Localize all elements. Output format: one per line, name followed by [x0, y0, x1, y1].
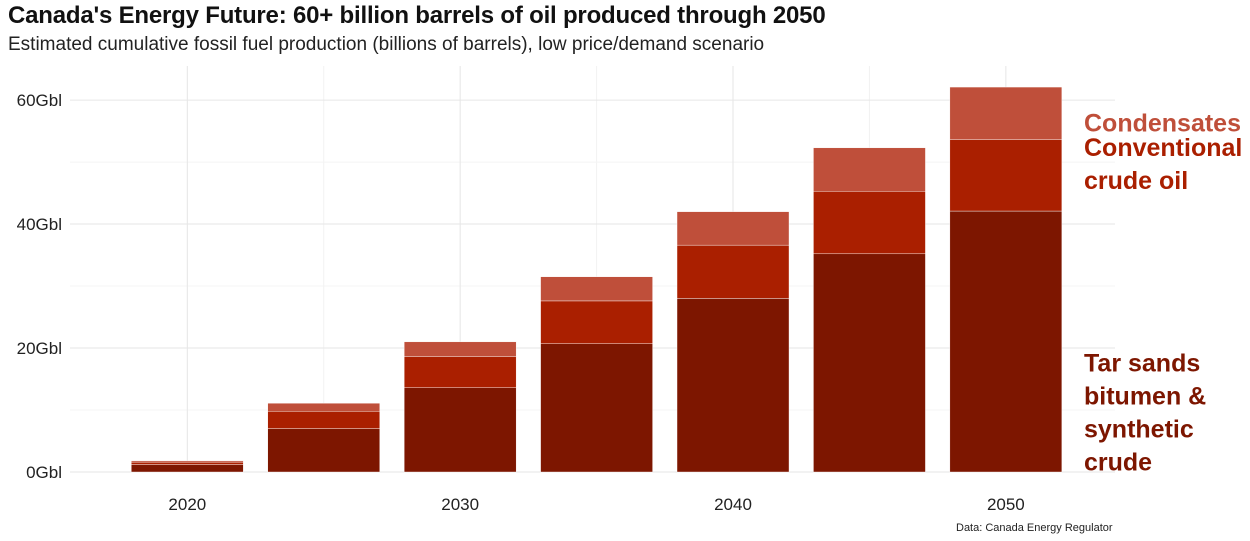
bar-segment-conventional	[813, 191, 926, 255]
y-tick-label: 60Gbl	[17, 91, 62, 110]
x-tick-label: 2020	[168, 495, 206, 514]
series-label-tar-sands: crude	[1084, 449, 1152, 477]
bar-segment-tar-sands	[813, 253, 926, 473]
series-label-conventional: Conventional	[1084, 134, 1242, 162]
bar-segment-tar-sands	[540, 343, 653, 473]
bar-segment-conventional	[403, 356, 517, 388]
x-tick-label: 2050	[987, 495, 1025, 514]
series-label-tar-sands: synthetic	[1084, 416, 1194, 444]
bar-segment-condensates	[403, 341, 517, 357]
bar-segment-conventional	[131, 461, 244, 465]
bar-segment-tar-sands	[676, 298, 790, 473]
series-label-tar-sands: bitumen &	[1084, 383, 1206, 411]
bar-segment-condensates	[540, 276, 653, 302]
bar-segment-condensates	[267, 402, 380, 412]
bar-segment-conventional	[267, 411, 380, 429]
x-tick-label: 2040	[714, 495, 752, 514]
bar-segment-condensates	[813, 147, 926, 192]
bar-segment-condensates	[131, 460, 244, 463]
bar-segment-conventional	[540, 300, 653, 344]
data-source-caption: Data: Canada Energy Regulator	[956, 522, 1113, 534]
bar-segment-conventional	[676, 244, 790, 299]
chart-subtitle: Estimated cumulative fossil fuel product…	[8, 34, 765, 55]
series-label-conventional: crude oil	[1084, 167, 1188, 195]
bar-segment-condensates	[949, 86, 1063, 140]
chart-title: Canada's Energy Future: 60+ billion barr…	[8, 2, 826, 29]
bar-segment-condensates	[676, 211, 790, 246]
bar-segment-conventional	[949, 139, 1063, 212]
y-tick-label: 20Gbl	[17, 339, 62, 358]
bar-segment-tar-sands	[949, 210, 1063, 473]
series-label-tar-sands: Tar sands	[1084, 350, 1200, 378]
bar-segment-tar-sands	[267, 428, 380, 473]
y-tick-label: 0Gbl	[26, 463, 62, 482]
y-tick-label: 40Gbl	[17, 215, 62, 234]
bar-segment-tar-sands	[131, 464, 244, 473]
x-tick-label: 2030	[441, 495, 479, 514]
bar-segment-tar-sands	[403, 387, 517, 473]
series-label-condensates: Condensates	[1084, 109, 1241, 137]
